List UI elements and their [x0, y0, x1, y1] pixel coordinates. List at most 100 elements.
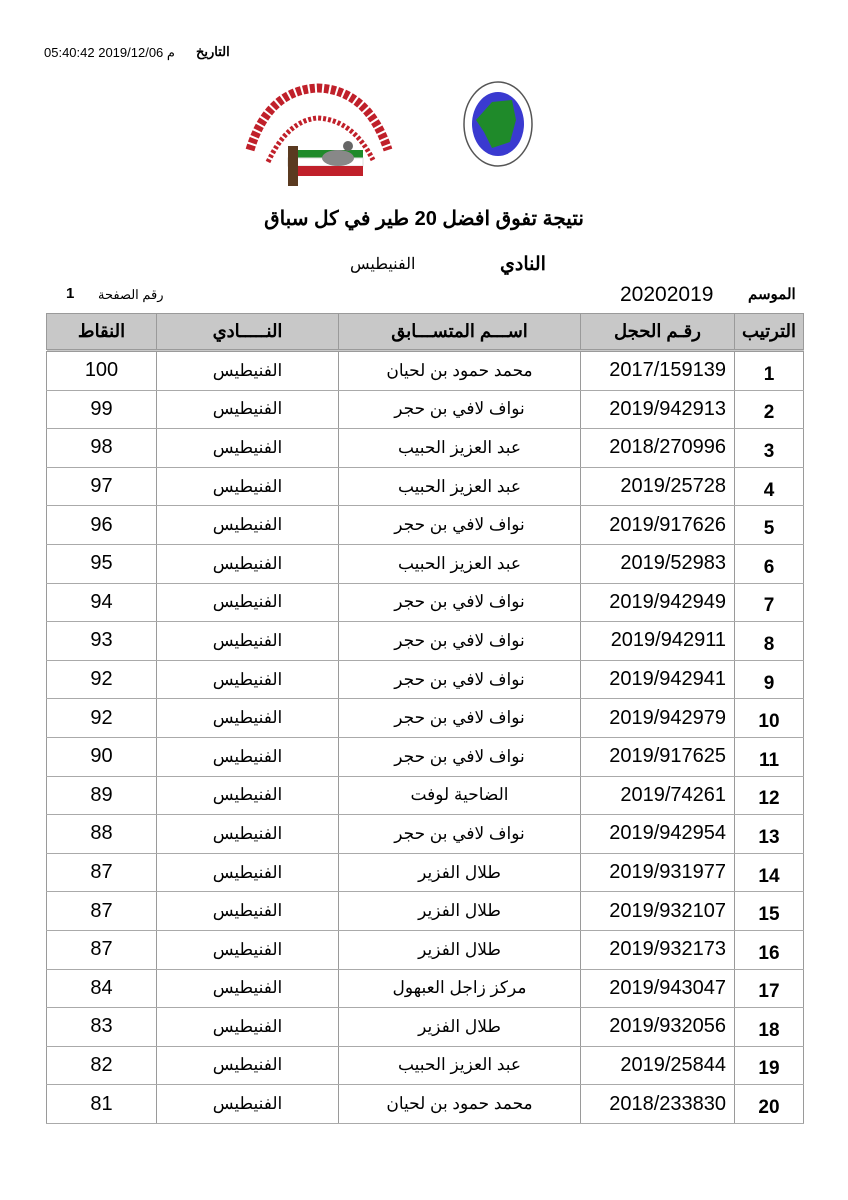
- table-row: 88 الفنيطيس نواف لافي بن حجر 2019/942954 13: [46, 814, 804, 854]
- cell-club: الفنيطيس: [156, 968, 339, 1009]
- cell-club: الفنيطيس: [156, 698, 339, 738]
- cell-points: 100: [46, 350, 157, 391]
- cell-rank: 9: [734, 659, 804, 700]
- cell-ring: 2018/270996: [580, 428, 735, 468]
- cell-club: الفنيطيس: [156, 505, 339, 545]
- cell-name: الضاحية لوفت: [338, 775, 581, 816]
- cell-club: الفنيطيس: [156, 814, 339, 854]
- cell-points: 99: [46, 389, 157, 430]
- column-header-points: النقاط: [46, 313, 157, 352]
- cell-name: طلال الفزير: [338, 852, 581, 893]
- cell-club: الفنيطيس: [156, 852, 339, 893]
- cell-name: طلال الفزير: [338, 929, 581, 970]
- cell-club: الفنيطيس: [156, 543, 339, 584]
- cell-points: 87: [46, 929, 157, 970]
- cell-points: 97: [46, 466, 157, 507]
- federation-logo: [463, 81, 533, 167]
- table-row: 94 الفنيطيس نواف لافي بن حجر 2019/942949 7: [46, 582, 804, 623]
- cell-rank: 11: [734, 736, 804, 777]
- cell-ring: 2019/25844: [580, 1045, 735, 1086]
- table-row: 97 الفنيطيس عبد العزيز الحبيب 2019/25728 4: [46, 466, 804, 507]
- table-row: 92 الفنيطيس نواف لافي بن حجر 2019/942979 10: [46, 698, 804, 738]
- cell-name: طلال الفزير: [338, 1007, 581, 1047]
- cell-ring: 2017/159139: [580, 350, 735, 391]
- cell-points: 87: [46, 852, 157, 893]
- cell-name: نواف لافي بن حجر: [338, 389, 581, 430]
- cell-points: 92: [46, 698, 157, 738]
- cell-rank: 15: [734, 891, 804, 931]
- cell-name: محمد حمود بن لحيان: [338, 1084, 581, 1124]
- season-label: الموسم: [748, 286, 796, 303]
- table-row: 81 الفنيطيس محمد حمود بن لحيان 2018/233830 2…: [46, 1084, 804, 1124]
- season-value: 20202019: [620, 283, 714, 306]
- cell-club: الفنيطيس: [156, 389, 339, 430]
- cell-name: نواف لافي بن حجر: [338, 698, 581, 738]
- cell-points: 93: [46, 621, 157, 661]
- cell-points: 90: [46, 736, 157, 777]
- cell-points: 96: [46, 505, 157, 545]
- cell-ring: 2018/233830: [580, 1084, 735, 1124]
- cell-name: نواف لافي بن حجر: [338, 621, 581, 661]
- column-header-rank: الترتيب: [734, 313, 804, 352]
- page-title: نتيجة تفوق افضل 20 طير في كل سباق: [264, 208, 584, 230]
- cell-rank: 12: [734, 775, 804, 816]
- cell-rank: 10: [734, 698, 804, 738]
- table-row: 87 الفنيطيس طلال الفزير 2019/931977 14: [46, 852, 804, 893]
- cell-club: الفنيطيس: [156, 350, 339, 391]
- cell-points: 88: [46, 814, 157, 854]
- cell-ring: 2019/917625: [580, 736, 735, 777]
- page-number-label: رقم الصفحة: [98, 287, 164, 302]
- cell-name: نواف لافي بن حجر: [338, 659, 581, 700]
- table-row: 89 الفنيطيس الضاحية لوفت 2019/74261 12: [46, 775, 804, 816]
- cell-ring: 2019/942949: [580, 582, 735, 623]
- column-header-ring: رقـم الحجل: [580, 313, 735, 352]
- cell-name: نواف لافي بن حجر: [338, 505, 581, 545]
- table-row: 82 الفنيطيس عبد العزيز الحبيب 2019/25844 19: [46, 1045, 804, 1086]
- cell-ring: 2019/942911: [580, 621, 735, 661]
- cell-name: محمد حمود بن لحيان: [338, 350, 581, 391]
- cell-points: 98: [46, 428, 157, 468]
- table-row: 100 الفنيطيس محمد حمود بن لحيان 2017/159139…: [46, 350, 804, 391]
- cell-rank: 13: [734, 814, 804, 854]
- cell-club: الفنيطيس: [156, 775, 339, 816]
- cell-club: الفنيطيس: [156, 891, 339, 931]
- cell-rank: 8: [734, 621, 804, 661]
- cell-name: نواف لافي بن حجر: [338, 814, 581, 854]
- cell-rank: 17: [734, 968, 804, 1009]
- cell-rank: 2: [734, 389, 804, 430]
- cell-points: 94: [46, 582, 157, 623]
- table-row: 99 الفنيطيس نواف لافي بن حجر 2019/942913 2: [46, 389, 804, 430]
- cell-ring: 2019/52983: [580, 543, 735, 584]
- cell-name: طلال الفزير: [338, 891, 581, 931]
- cell-club: الفنيطيس: [156, 929, 339, 970]
- table-row: 87 الفنيطيس طلال الفزير 2019/932107 15: [46, 891, 804, 931]
- cell-ring: 2019/942913: [580, 389, 735, 430]
- cell-ring: 2019/943047: [580, 968, 735, 1009]
- cell-rank: 20: [734, 1084, 804, 1124]
- cell-rank: 16: [734, 929, 804, 970]
- cell-name: عبد العزيز الحبيب: [338, 428, 581, 468]
- table-row: 87 الفنيطيس طلال الفزير 2019/932173 16: [46, 929, 804, 970]
- cell-points: 81: [46, 1084, 157, 1124]
- club-value: الفنيطيس: [350, 256, 416, 273]
- column-header-name: اســـم المتســـابق: [338, 313, 581, 352]
- cell-name: عبد العزيز الحبيب: [338, 466, 581, 507]
- cell-club: الفنيطيس: [156, 582, 339, 623]
- cell-rank: 7: [734, 582, 804, 623]
- cell-points: 83: [46, 1007, 157, 1047]
- cell-rank: 14: [734, 852, 804, 893]
- cell-points: 87: [46, 891, 157, 931]
- cell-ring: 2019/942941: [580, 659, 735, 700]
- club-label: النادي: [500, 254, 546, 275]
- cell-rank: 4: [734, 466, 804, 507]
- cell-club: الفنيطيس: [156, 621, 339, 661]
- cell-name: مركز زاجل العبهول: [338, 968, 581, 1009]
- cell-points: 89: [46, 775, 157, 816]
- cell-ring: 2019/74261: [580, 775, 735, 816]
- cell-rank: 6: [734, 543, 804, 584]
- cell-rank: 1: [734, 350, 804, 391]
- cell-rank: 19: [734, 1045, 804, 1086]
- cell-club: الفنيطيس: [156, 428, 339, 468]
- table-row: 84 الفنيطيس مركز زاجل العبهول 2019/943047 17: [46, 968, 804, 1009]
- table-row: 83 الفنيطيس طلال الفزير 2019/932056 18: [46, 1007, 804, 1047]
